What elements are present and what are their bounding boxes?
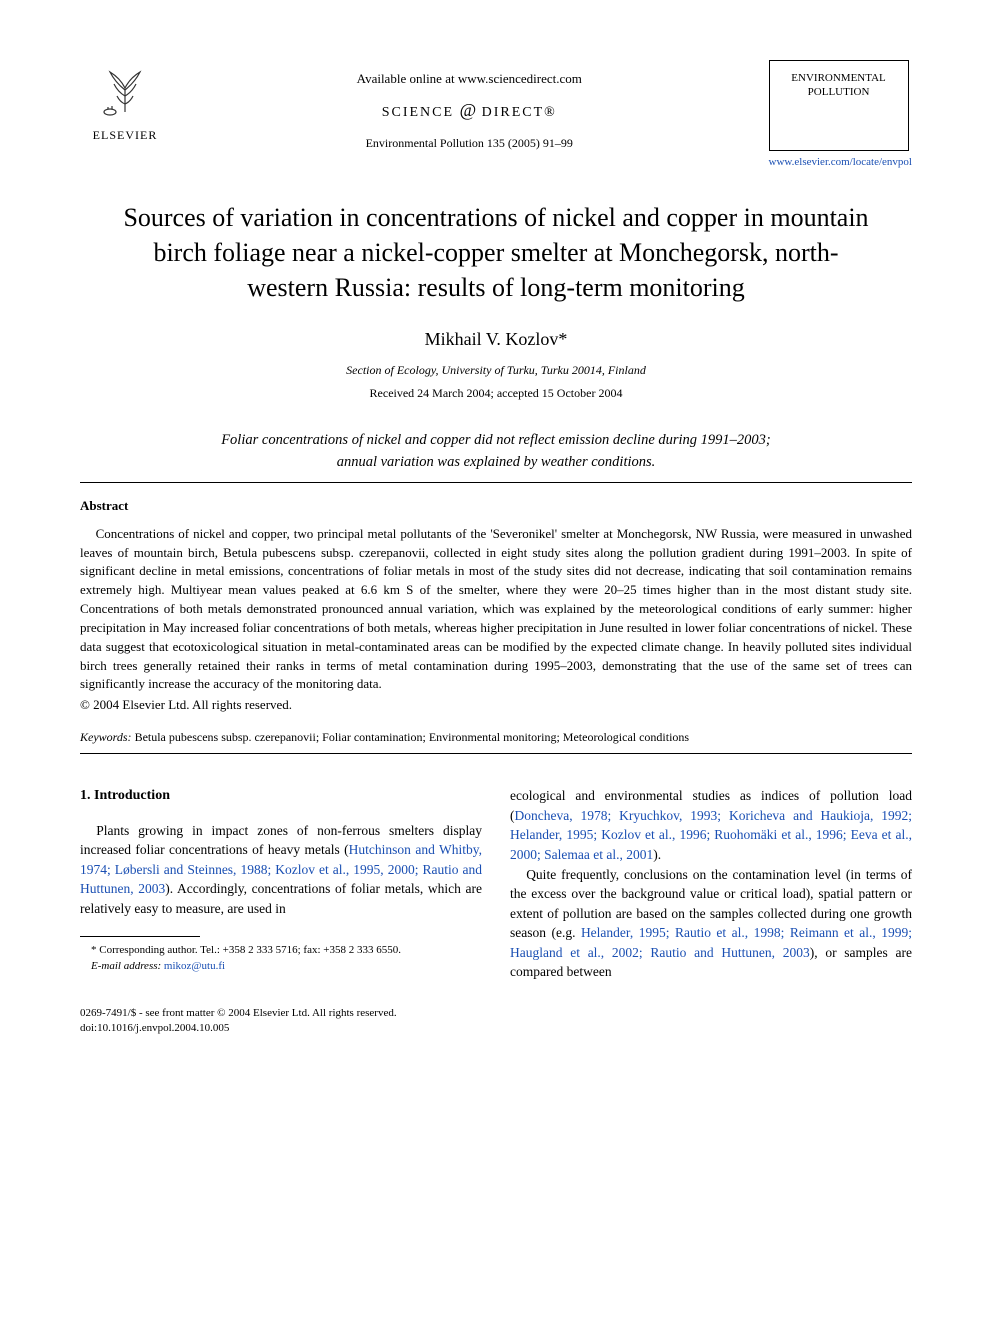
email-footnote: E-mail address: mikoz@utu.fi <box>80 959 482 974</box>
header-row: ELSEVIER Available online at www.science… <box>80 60 912 170</box>
author-name: Mikhail V. Kozlov* <box>80 327 912 352</box>
abstract-heading: Abstract <box>80 497 912 515</box>
corr-fax: +358 2 333 6550. <box>323 944 401 956</box>
footer-line1: 0269-7491/$ - see front matter © 2004 El… <box>80 1006 912 1021</box>
footer-doi: doi:10.1016/j.envpol.2004.10.005 <box>80 1021 912 1036</box>
abstract-body: Concentrations of nickel and copper, two… <box>80 525 912 695</box>
highlight-statement: Foliar concentrations of nickel and copp… <box>140 430 852 474</box>
publisher-name: ELSEVIER <box>80 127 170 144</box>
intro-right-p2: Quite frequently, conclusions on the con… <box>510 865 912 982</box>
keywords: Keywords: Betula pubescens subsp. czerep… <box>80 729 912 746</box>
article-title: Sources of variation in concentrations o… <box>120 200 872 305</box>
corr-label: * Corresponding author. Tel.: <box>91 944 223 956</box>
corresponding-author-footnote: * Corresponding author. Tel.: +358 2 333… <box>80 943 482 958</box>
journal-box-line2: POLLUTION <box>774 85 904 99</box>
journal-reference: Environmental Pollution 135 (2005) 91–99 <box>170 135 769 152</box>
left-column: 1. Introduction Plants growing in impact… <box>80 786 482 982</box>
intro-right-p1: ecological and environmental studies as … <box>510 786 912 864</box>
sd-left: SCIENCE <box>382 105 454 120</box>
keywords-text: Betula pubescens subsp. czerepanovii; Fo… <box>132 730 690 744</box>
intro-left-p1: Plants growing in impact zones of non-fe… <box>80 821 482 919</box>
email-label: E-mail address: <box>91 960 161 972</box>
abstract-copyright: © 2004 Elsevier Ltd. All rights reserved… <box>80 696 912 714</box>
divider-bottom <box>80 753 912 754</box>
author-affiliation: Section of Ecology, University of Turku,… <box>80 362 912 379</box>
highlight-line1: Foliar concentrations of nickel and copp… <box>140 430 852 452</box>
science-direct-logo: SCIENCE @ DIRECT® <box>170 98 769 123</box>
header-center: Available online at www.sciencedirect.co… <box>170 60 769 152</box>
sd-right: DIRECT® <box>482 105 557 120</box>
highlight-line2: annual variation was explained by weathe… <box>140 452 852 474</box>
keywords-label: Keywords: <box>80 730 132 744</box>
body-columns: 1. Introduction Plants growing in impact… <box>80 786 912 982</box>
divider-top <box>80 482 912 483</box>
citation-link[interactable]: Doncheva, 1978; Kryuchkov, 1993; Koriche… <box>510 808 912 862</box>
available-online-text: Available online at www.sciencedirect.co… <box>170 70 769 88</box>
journal-box: ENVIRONMENTAL POLLUTION <box>769 60 909 151</box>
fax-label: ; fax: <box>298 944 324 956</box>
email-link[interactable]: mikoz@utu.fi <box>164 960 225 972</box>
publisher-logo: ELSEVIER <box>80 60 170 144</box>
corr-tel: +358 2 333 5716 <box>223 944 298 956</box>
journal-box-wrapper: ENVIRONMENTAL POLLUTION www.elsevier.com… <box>769 60 912 170</box>
footnote-rule <box>80 936 200 937</box>
elsevier-tree-icon <box>80 60 170 125</box>
right-column: ecological and environmental studies as … <box>510 786 912 982</box>
page-footer: 0269-7491/$ - see front matter © 2004 El… <box>80 1006 912 1037</box>
article-dates: Received 24 March 2004; accepted 15 Octo… <box>80 385 912 402</box>
journal-url[interactable]: www.elsevier.com/locate/envpol <box>769 155 912 170</box>
journal-box-line1: ENVIRONMENTAL <box>774 71 904 85</box>
intro-heading: 1. Introduction <box>80 786 482 806</box>
sd-at-icon: @ <box>460 100 477 120</box>
